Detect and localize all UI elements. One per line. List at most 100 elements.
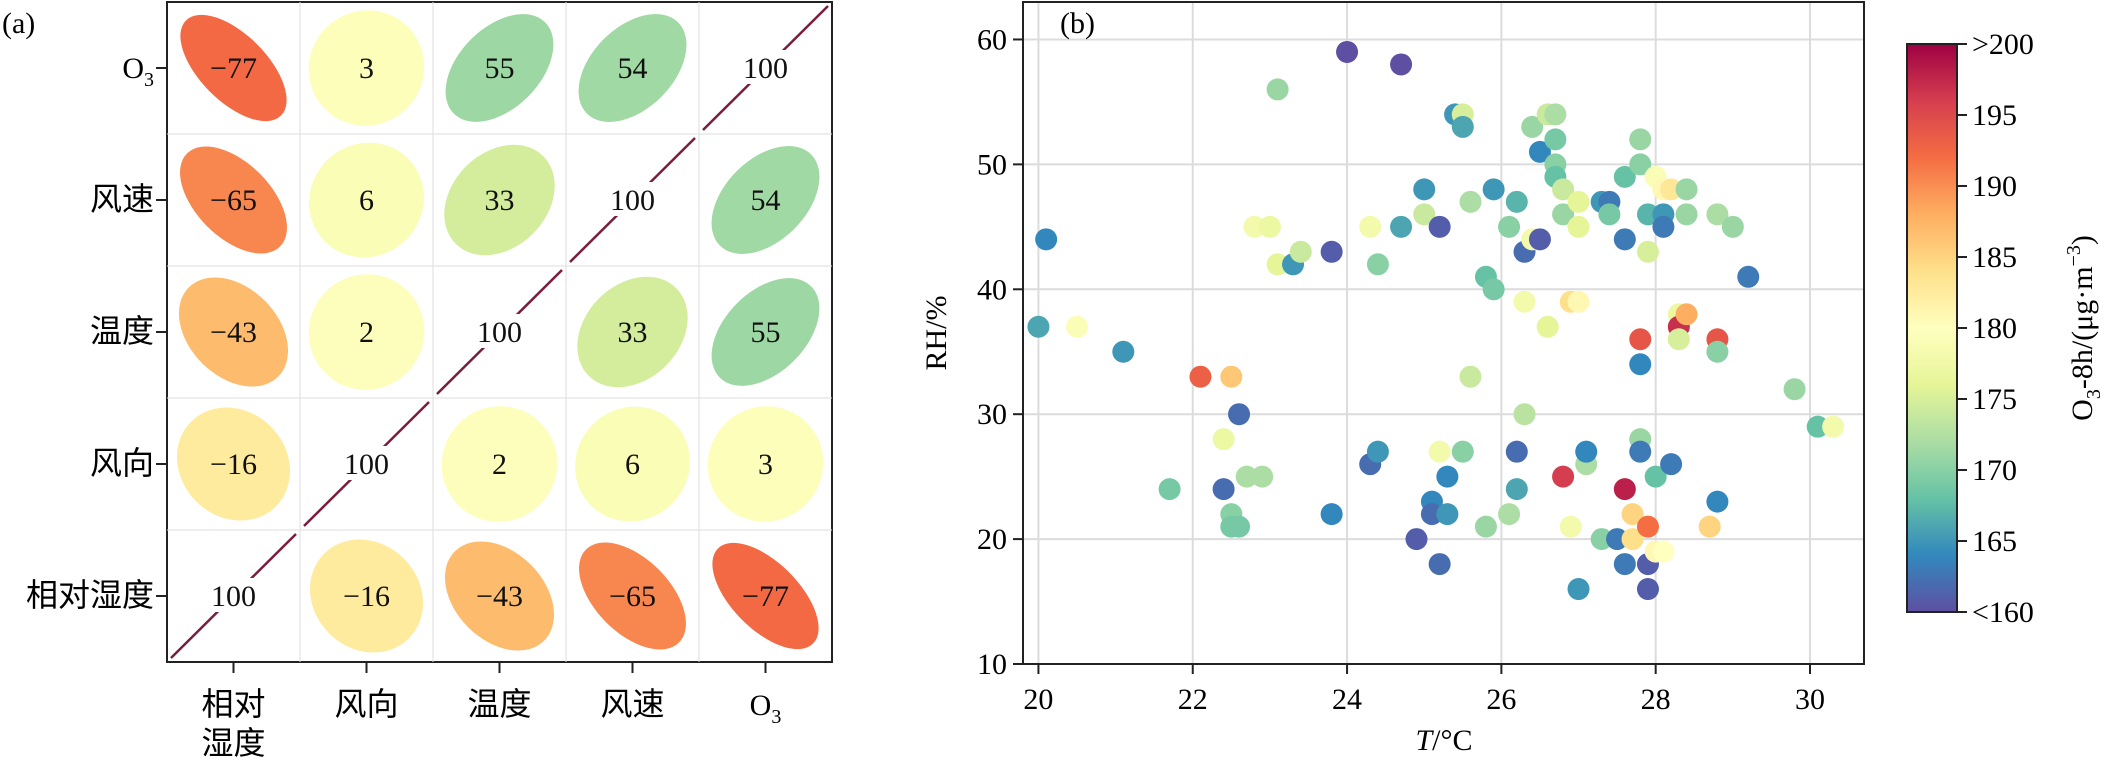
matrix-label: 相对湿度 (26, 576, 154, 614)
scatter-point (1243, 215, 1266, 238)
x-tick-label: 28 (1641, 683, 1671, 716)
correlation-ellipse (712, 542, 819, 650)
correlation-ellipse (308, 274, 425, 390)
colorbar-ticks: <160 165 170 175 180 185 190 195 >200 (1957, 28, 2034, 629)
correlation-ellipse (577, 276, 688, 388)
scatter-point (1428, 553, 1451, 576)
scatter-point (1567, 578, 1590, 601)
scatter-point (1629, 328, 1652, 351)
colorbar-tick-label: 165 (1972, 525, 2017, 558)
scatter-point (1806, 415, 1829, 438)
scatter-point (1390, 53, 1413, 76)
x-tick-label: 24 (1332, 683, 1362, 716)
scatter-point (1567, 190, 1590, 213)
scatter-point (1413, 203, 1436, 226)
panel-b-label: (b) (1060, 7, 1095, 40)
scatter-point (1567, 215, 1590, 238)
correlation-ellipse (579, 542, 686, 650)
correlation-ellipse (575, 406, 690, 522)
scatter-point (1652, 540, 1675, 563)
correlation-value: 55 (485, 52, 515, 85)
x-tick-label: 22 (1178, 683, 1208, 716)
colorbar-tick-label: 175 (1972, 383, 2017, 416)
correlation-ellipse (444, 144, 555, 256)
scatter-point (1721, 215, 1744, 238)
x-tick-label: 26 (1486, 683, 1516, 716)
scatter-point (1235, 465, 1258, 488)
scatter-point (1212, 428, 1235, 451)
scatter-point (1575, 440, 1598, 463)
scatter-point (1505, 440, 1528, 463)
matrix-label: 相对 (201, 685, 265, 723)
correlation-value: 2 (359, 316, 374, 349)
scatter-point (1544, 128, 1567, 151)
scatter-point (1706, 203, 1729, 226)
correlation-ellipse (180, 146, 287, 254)
scatter-points (1027, 40, 1845, 601)
scatter-point (1189, 365, 1212, 388)
colorbar-tick-label: 190 (1972, 170, 2017, 203)
scatter-point (1035, 228, 1058, 251)
scatter-point (1228, 515, 1251, 538)
scatter-point (1320, 503, 1343, 526)
scatter-point (1606, 528, 1629, 551)
correlation-ellipse (180, 14, 287, 122)
diagonal-label-bg (469, 314, 530, 348)
scatter-point (1336, 40, 1359, 63)
scatter-point (1613, 478, 1636, 501)
scatter-point (1436, 503, 1459, 526)
scatter-point (1112, 340, 1135, 363)
scatter-point (1289, 240, 1312, 263)
scatter-point (1660, 453, 1683, 476)
correlation-value: −77 (210, 52, 257, 85)
scatter-point (1366, 253, 1389, 276)
scatter-point (1629, 440, 1652, 463)
scatter-point (1459, 365, 1482, 388)
scatter-point (1737, 265, 1760, 288)
correlation-ellipse (707, 406, 824, 522)
correlation-ellipse (178, 277, 289, 387)
matrix-label: 湿度 (201, 724, 265, 761)
scatter-point (1482, 178, 1505, 201)
scatter-point (1544, 103, 1567, 126)
scatter-point (1366, 440, 1389, 463)
scatter-point (1536, 315, 1559, 338)
colorbar-tick-label: 170 (1972, 454, 2017, 487)
scatter-point (1505, 478, 1528, 501)
scatter-point (1266, 253, 1289, 276)
correlation-ellipse (445, 14, 554, 122)
colorbar-bar (1906, 43, 1958, 613)
scatter-point (1220, 365, 1243, 388)
scatter-point (1598, 203, 1621, 226)
matrix-label: 风向 (90, 444, 154, 482)
correlation-value: 3 (359, 52, 374, 85)
correlation-value: 100 (477, 316, 522, 349)
scatter-x-ticks: 20 22 24 26 28 30 (1023, 664, 1825, 716)
scatter-point (1498, 215, 1521, 238)
diagonal-label-bg (735, 50, 796, 84)
scatter-point (1783, 378, 1806, 401)
diagonal-label-bg (602, 182, 663, 216)
scatter-point (1413, 178, 1436, 201)
scatter-point (1559, 515, 1582, 538)
colorbar-tick-label: 185 (1972, 241, 2017, 274)
scatter-point (1420, 503, 1443, 526)
correlation-value: −43 (210, 316, 257, 349)
scatter-point (1528, 228, 1551, 251)
scatter-point (1629, 153, 1652, 176)
scatter-point (1228, 403, 1251, 426)
panel-a-label: (a) (2, 7, 35, 40)
scatter-point (1459, 190, 1482, 213)
scatter-point (1675, 203, 1698, 226)
scatter-point (1505, 190, 1528, 213)
scatter-point (1636, 240, 1659, 263)
matrix-label: 温度 (90, 312, 154, 350)
y-tick-label: 10 (977, 648, 1007, 681)
scatter-point (1613, 165, 1636, 188)
colorbar-tick-label: >200 (1972, 28, 2034, 61)
scatter-point (1258, 215, 1281, 238)
scatter-point (1436, 465, 1459, 488)
panel-b: (b) 20 22 24 26 28 30 10 20 30 40 50 60 T/°C RH/% (920, 1, 1865, 757)
correlation-value: 6 (625, 448, 640, 481)
